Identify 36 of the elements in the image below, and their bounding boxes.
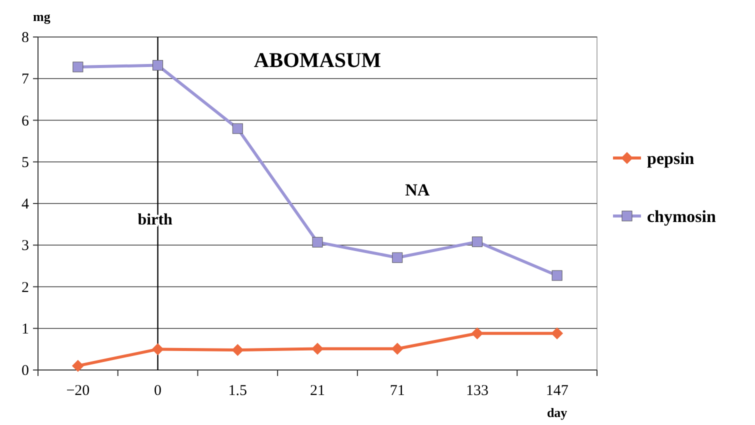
y-tick-label: 8 [22,30,29,46]
y-tick-label: 0 [22,363,29,379]
point [471,327,484,340]
point [552,270,562,281]
y-tick-label: 2 [22,280,29,296]
point [312,236,323,248]
y-tick-label: 1 [22,321,29,338]
y-tick-label: 5 [22,154,29,171]
point [472,236,482,248]
point [391,342,404,355]
point [232,344,244,356]
point [72,360,84,372]
point [392,252,403,263]
x-tick-label: 1.5 [228,383,248,399]
point [72,62,84,72]
x-tick-label: 21 [310,383,325,399]
x-tick-label: −20 [66,383,90,399]
y-axis-title: mg [33,9,51,24]
x-axis-title: day [546,405,568,420]
y-tick-label: 7 [22,72,30,88]
point [232,123,243,134]
point [551,327,564,340]
point [312,342,324,355]
x-tick-label: 147 [546,383,569,399]
y-tick-label: 4 [22,196,30,212]
legend-label: pepsin [647,149,695,168]
x-tick-label: 0 [154,383,162,399]
text: ABOMASUM [254,48,382,72]
legend-label: chymosin [647,207,716,226]
point [152,60,164,71]
y-tick-label: 3 [22,238,29,254]
y-tick-label: 6 [22,113,30,130]
x-tick-label: 133 [466,383,488,399]
annotation: NA [405,180,430,200]
point [152,343,164,356]
x-tick-label: 71 [390,383,405,399]
